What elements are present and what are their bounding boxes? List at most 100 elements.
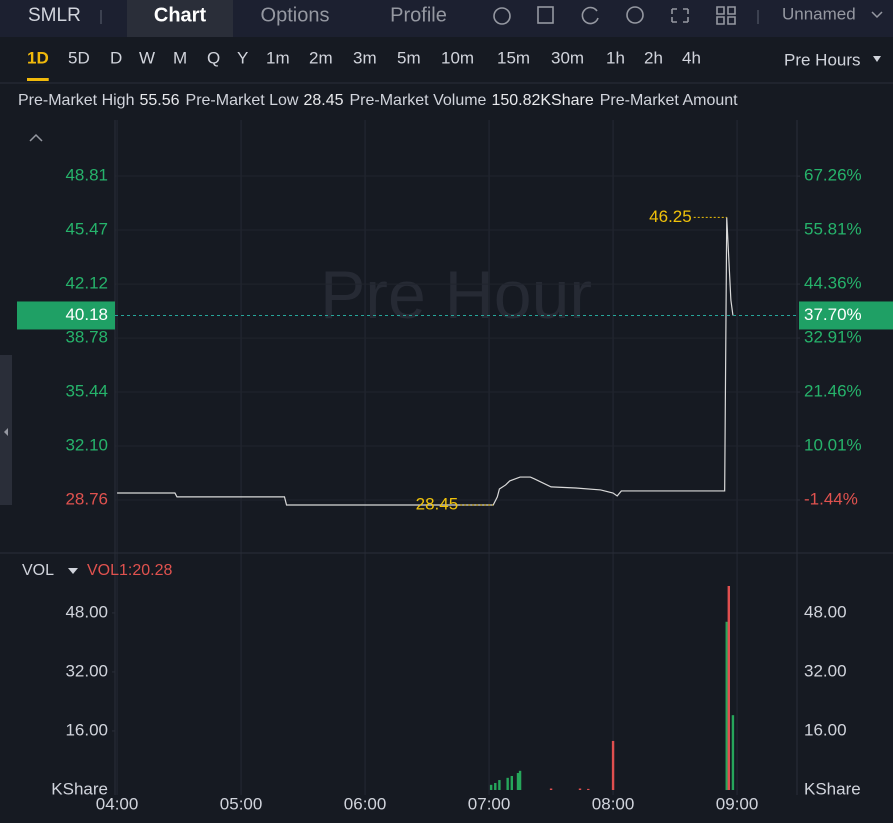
refresh-icon[interactable] — [581, 6, 599, 25]
timeframe-underline — [27, 78, 49, 81]
volume-bar — [518, 770, 522, 790]
volume-bar — [516, 773, 520, 790]
y-tick-label: 38.78 — [65, 328, 108, 347]
volume-indicator: VOL1:20.28 — [87, 562, 173, 579]
volume-bar — [727, 585, 730, 790]
timeframe[interactable]: 2m — [309, 48, 333, 67]
info-label: Pre-Market High — [18, 92, 134, 109]
dropdown-arrow[interactable] — [871, 11, 883, 19]
y2-tick-label: 32.00 — [804, 661, 847, 680]
volume-bar — [498, 780, 501, 790]
timeframe[interactable]: 15m — [497, 48, 530, 67]
timeframe[interactable]: 5m — [397, 48, 421, 67]
timeframe[interactable]: Y — [237, 48, 248, 67]
last-price-box — [17, 301, 115, 330]
dropdown-arrow[interactable] — [68, 568, 78, 574]
layout-name[interactable]: Unnamed — [782, 4, 856, 23]
timeframe[interactable]: 30m — [551, 48, 584, 67]
volume-title: VOL — [22, 562, 54, 579]
timeframe[interactable]: D — [110, 48, 122, 67]
volume-bar — [587, 788, 590, 790]
price-line — [117, 217, 734, 506]
y-tick-label: 35.44 — [65, 382, 108, 401]
info-label: Pre-Market Volume — [350, 92, 487, 109]
y2-tick-label: 21.46% — [804, 382, 862, 401]
x-tick-label: 04:00 — [96, 794, 139, 813]
x-tick-label: 08:00 — [592, 794, 635, 813]
timeframe[interactable]: 2h — [644, 48, 663, 67]
y2-tick-label: 67.26% — [804, 166, 862, 185]
last-change-box — [799, 301, 893, 330]
volume-bar — [506, 777, 509, 790]
timeframe[interactable]: 5D — [68, 48, 90, 67]
layout-icon[interactable] — [716, 6, 736, 25]
y2-tick-label: 10.01% — [804, 435, 862, 454]
last-price-label: 40.18 — [65, 305, 108, 324]
y-tick-label: 32.00 — [65, 661, 108, 680]
timeframe[interactable]: 1D — [27, 48, 49, 67]
timeframe[interactable]: 4h — [682, 48, 701, 67]
y-tick-label: 48.81 — [65, 166, 108, 185]
tab[interactable]: Options — [261, 4, 330, 26]
toolbar-icons — [493, 6, 736, 25]
unit-label: KShare — [51, 779, 108, 798]
y2-tick-label: 32.91% — [804, 328, 862, 347]
x-tick-label: 09:00 — [716, 794, 759, 813]
volume-bar — [731, 715, 735, 790]
y-tick-label: 28.76 — [65, 489, 108, 508]
y-tick-label: 16.00 — [65, 720, 108, 739]
info-value: 55.56 — [139, 92, 179, 109]
volume-bar — [494, 782, 497, 790]
fullscreen-icon[interactable] — [671, 8, 689, 23]
y2-tick-label: 48.00 — [804, 602, 847, 621]
session-select[interactable]: Pre Hours — [784, 50, 861, 69]
timeframe[interactable]: W — [139, 48, 155, 67]
info-label: Pre-Market Amount — [600, 92, 738, 109]
timeframe[interactable]: M — [173, 48, 187, 67]
last-change-label: 37.70% — [804, 305, 862, 324]
x-tick-label: 07:00 — [468, 794, 511, 813]
x-tick-label: 06:00 — [344, 794, 387, 813]
active-tab-bg — [127, 0, 233, 37]
volume-bar — [510, 775, 513, 790]
unit-label: KShare — [804, 779, 861, 798]
y2-tick-label: 16.00 — [804, 720, 847, 739]
y-tick-label: 48.00 — [65, 602, 108, 621]
volume-bar — [578, 788, 582, 790]
info-row: Pre-Market High 55.56 Pre-Market Low 28.45 P… — [18, 92, 738, 109]
y-tick-label: 32.10 — [65, 436, 108, 455]
volume-bar — [489, 784, 493, 790]
watermark: Pre Hour — [320, 257, 592, 333]
volume-bar — [725, 621, 728, 790]
tab[interactable]: Chart — [154, 4, 207, 26]
timeframe[interactable]: 1m — [266, 48, 290, 67]
timeframe[interactable]: 1h — [606, 48, 625, 67]
timeframe[interactable]: Q — [207, 48, 220, 67]
tab[interactable]: Profile — [390, 4, 447, 26]
draw-icon[interactable] — [537, 6, 554, 24]
indicator-icon[interactable] — [493, 7, 511, 25]
dropdown-arrow[interactable] — [873, 56, 881, 62]
volume-bar — [611, 740, 615, 790]
y2-tick-label: 55.81% — [804, 220, 862, 239]
low-marker: 28.45 — [416, 494, 459, 513]
timeframe[interactable]: 10m — [441, 48, 474, 67]
info-label: Pre-Market Low — [186, 92, 299, 109]
info-value: 28.45 — [303, 92, 343, 109]
x-tick-label: 05:00 — [220, 794, 263, 813]
settings-icon[interactable] — [626, 6, 644, 24]
y2-tick-label: 44.36% — [804, 274, 862, 293]
info-value: 150.82KShare — [491, 92, 593, 109]
symbol[interactable]: SMLR — [28, 5, 81, 26]
side-arrow — [4, 428, 8, 436]
y-tick-label: 42.12 — [65, 274, 108, 293]
y2-tick-label: -1.44% — [804, 489, 858, 508]
volume-bar — [549, 788, 553, 790]
high-marker: 46.25 — [649, 207, 692, 226]
y-tick-label: 45.47 — [65, 220, 108, 239]
timeframe[interactable]: 3m — [353, 48, 377, 67]
collapse-arrow[interactable] — [29, 133, 43, 142]
